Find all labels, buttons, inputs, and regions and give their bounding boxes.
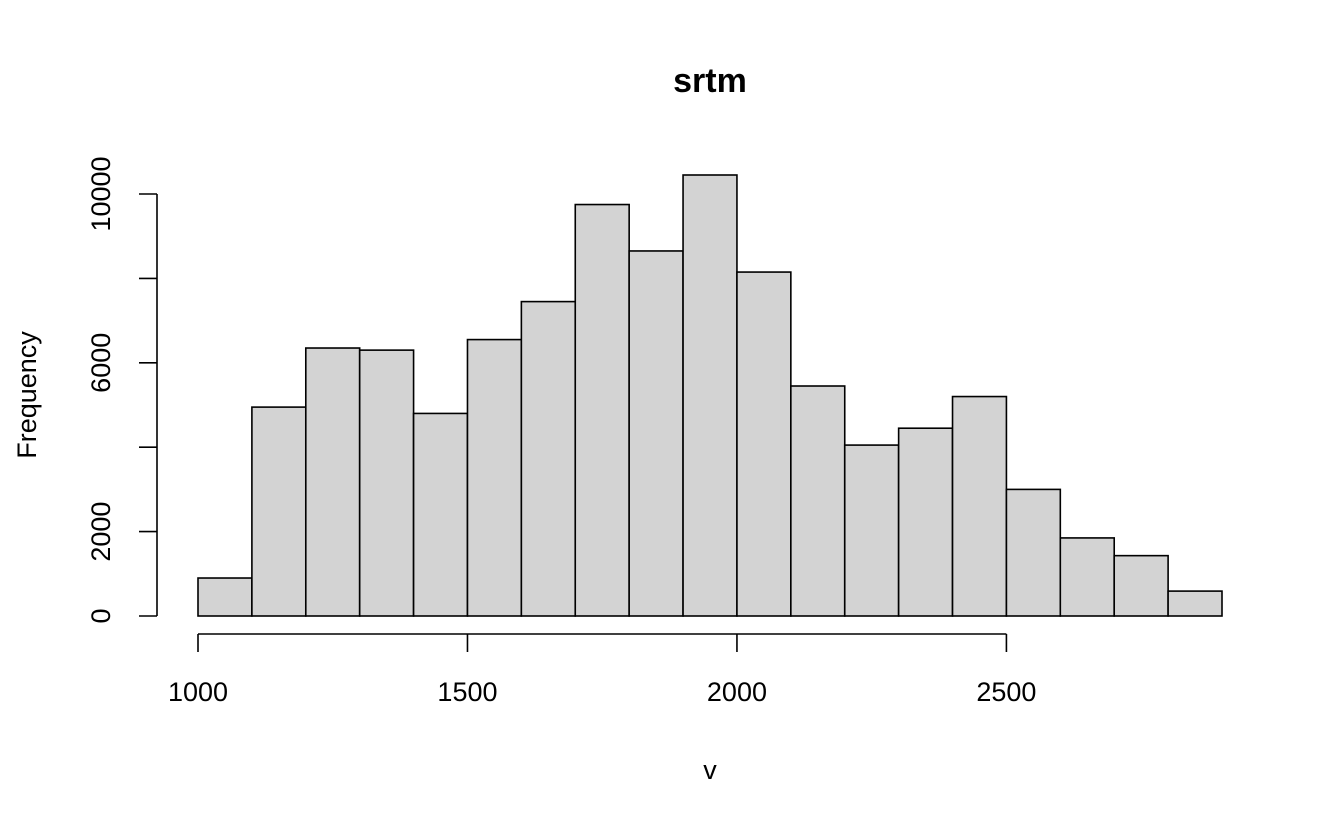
histogram-bar (1167, 590, 1223, 617)
y-axis-label: Frequency (12, 331, 42, 459)
histogram-bar (1005, 488, 1062, 617)
histogram-bar (790, 385, 846, 617)
y-axis: 0 2000 6000 10000 (86, 156, 158, 624)
histogram-bar (251, 406, 307, 617)
y-tick-label: 10000 (86, 156, 116, 231)
histogram-bar (1059, 537, 1116, 617)
histogram-bar (628, 250, 684, 617)
histogram-bar (574, 203, 630, 617)
histogram-bar (358, 349, 415, 617)
histogram-bar (197, 577, 253, 617)
x-tick-label: 1500 (437, 677, 497, 707)
x-tick-label: 2500 (976, 677, 1036, 707)
histogram-bar (412, 412, 469, 617)
x-tick-label: 1000 (168, 677, 228, 707)
histogram-bar (843, 444, 900, 617)
histogram-bar (520, 300, 577, 617)
histogram-bar (1113, 554, 1169, 617)
x-tick-label: 2000 (707, 677, 767, 707)
histogram-bar (736, 271, 792, 617)
histogram-bar (682, 174, 738, 617)
histogram-bar (466, 338, 523, 617)
histogram-bar (951, 395, 1008, 617)
x-axis-label: v (703, 755, 717, 785)
bars-group (197, 174, 1223, 617)
y-tick-label: 2000 (86, 502, 116, 562)
histogram-bar (304, 347, 361, 617)
histogram-bar (897, 427, 954, 617)
chart-title: srtm (673, 62, 747, 100)
y-tick-label: 6000 (86, 333, 116, 393)
y-tick-label: 0 (86, 608, 116, 623)
x-axis: 1000 1500 2000 2500 (168, 633, 1036, 707)
